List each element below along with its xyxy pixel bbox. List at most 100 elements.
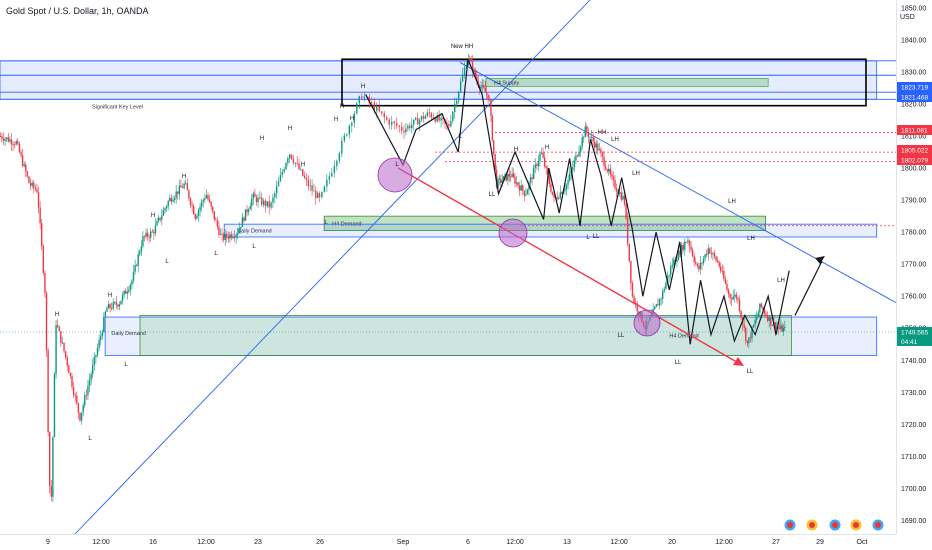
- time-tick-label: 6: [466, 539, 470, 546]
- candle-body: [564, 189, 566, 192]
- candle-body: [376, 106, 378, 111]
- price-tag-label: 1749.565: [901, 330, 928, 337]
- candle-body: [579, 146, 582, 152]
- economic-event-flag-icon: [875, 522, 881, 528]
- candle-body: [514, 176, 516, 184]
- candle-body: [82, 405, 84, 413]
- candle-body: [121, 294, 124, 301]
- candle-body: [204, 198, 206, 200]
- swing-label: L: [214, 251, 218, 257]
- candle-body: [463, 67, 466, 75]
- swing-label: H: [334, 117, 338, 123]
- candle-body: [41, 223, 43, 247]
- candle-body: [578, 151, 580, 157]
- candle-body: [494, 154, 496, 170]
- candle-body: [213, 210, 215, 220]
- candle-body: [422, 116, 425, 119]
- candle-body: [309, 185, 311, 187]
- candle-body: [221, 233, 223, 235]
- time-tick-label: 27: [772, 539, 780, 546]
- swing-label: H: [361, 84, 365, 90]
- candle-body: [356, 103, 358, 114]
- candle-body: [318, 193, 321, 198]
- candle-body: [90, 374, 92, 381]
- candle-body: [597, 143, 599, 151]
- candle-body: [218, 226, 220, 235]
- candle-body: [477, 80, 479, 86]
- candle-body: [735, 294, 738, 299]
- candle-body: [47, 350, 49, 432]
- candle-body: [39, 207, 41, 224]
- candle-body: [185, 183, 187, 185]
- zone-daily: [223, 223, 878, 238]
- candle-body: [140, 246, 143, 252]
- candle-body: [287, 158, 289, 163]
- candle-body: [726, 283, 728, 290]
- candle-body: [573, 160, 576, 168]
- swing-label: HH: [598, 130, 607, 136]
- candle-body: [109, 304, 111, 309]
- price-tick-label: 1730.00: [901, 390, 926, 397]
- candle-body: [696, 263, 698, 266]
- price-tick-label: 1770.00: [901, 262, 926, 269]
- candle-body: [76, 395, 78, 404]
- candle-body: [272, 197, 274, 203]
- swing-label: LH: [777, 278, 785, 284]
- swing-label: LH: [611, 137, 619, 143]
- candle-body: [80, 412, 83, 421]
- candle-body: [321, 191, 323, 198]
- swing-label: LL: [593, 234, 600, 240]
- candle-body: [587, 132, 590, 137]
- candle-body: [219, 233, 222, 235]
- candle-body: [768, 317, 770, 321]
- candle-body: [96, 347, 99, 356]
- key-level-box: [341, 58, 867, 107]
- candle-body: [749, 337, 752, 339]
- candle-body: [135, 265, 138, 266]
- candle-body: [405, 128, 407, 133]
- candle-body: [331, 172, 333, 177]
- candle-body: [20, 152, 22, 156]
- candle-body: [561, 192, 563, 194]
- candle-body: [338, 153, 341, 161]
- candle-body: [757, 312, 759, 317]
- price-tag: [897, 125, 932, 135]
- projection-arrow: [794, 260, 823, 316]
- candle-body: [15, 141, 17, 145]
- candle-body: [93, 357, 96, 365]
- candle-body: [657, 304, 659, 306]
- candle-body: [134, 265, 136, 272]
- candle-body: [430, 113, 433, 118]
- candle-body: [771, 325, 774, 326]
- candle-body: [148, 236, 150, 238]
- candle-body: [235, 234, 237, 238]
- candle-body: [676, 259, 678, 262]
- candle-body: [313, 190, 315, 192]
- price-tick-label: 1780.00: [901, 230, 926, 237]
- candle-body: [95, 355, 97, 358]
- candle-body: [274, 193, 276, 198]
- candle-body: [520, 185, 522, 191]
- candle-body: [553, 194, 555, 198]
- candle-body: [461, 74, 464, 82]
- candle-body: [244, 209, 247, 221]
- candle-body: [88, 380, 91, 386]
- candle-body: [760, 303, 763, 308]
- candle-body: [191, 204, 193, 206]
- candle-body: [305, 177, 308, 180]
- candle-body: [131, 280, 133, 285]
- price-tag: [897, 82, 932, 92]
- candle-body: [120, 300, 122, 305]
- candle-body: [143, 236, 146, 237]
- candle-body: [556, 197, 558, 199]
- candle-body: [721, 271, 724, 272]
- candle-body: [173, 197, 176, 201]
- candle-body: [21, 155, 24, 167]
- candle-body: [326, 179, 328, 187]
- candle-body: [268, 201, 270, 208]
- candle-body: [609, 168, 612, 175]
- candle-body: [353, 113, 356, 123]
- time-tick-label: 20: [668, 539, 676, 546]
- candle-body: [226, 233, 228, 238]
